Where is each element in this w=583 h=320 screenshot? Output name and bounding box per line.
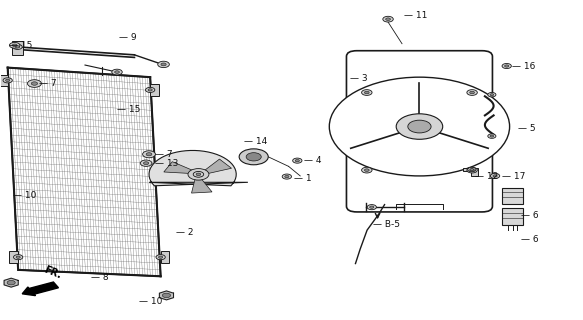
- Circle shape: [194, 172, 203, 177]
- Bar: [502, 188, 523, 204]
- Circle shape: [143, 162, 149, 164]
- Circle shape: [293, 158, 302, 163]
- Text: — 3: — 3: [350, 74, 368, 83]
- Circle shape: [470, 91, 475, 94]
- Circle shape: [329, 77, 510, 176]
- Circle shape: [196, 173, 201, 176]
- Circle shape: [367, 204, 377, 210]
- Circle shape: [146, 87, 155, 92]
- Text: — 15: — 15: [9, 41, 32, 51]
- Polygon shape: [150, 84, 159, 96]
- Circle shape: [490, 135, 494, 137]
- Text: — 12: — 12: [475, 172, 498, 181]
- Circle shape: [490, 94, 494, 96]
- Polygon shape: [149, 150, 248, 186]
- Text: FR.: FR.: [43, 264, 64, 280]
- Text: — 16: — 16: [512, 61, 535, 70]
- Text: — 2: — 2: [176, 228, 194, 237]
- Circle shape: [408, 120, 431, 133]
- Circle shape: [13, 44, 22, 50]
- Text: — 13: — 13: [156, 159, 179, 168]
- Circle shape: [3, 78, 12, 83]
- Circle shape: [488, 92, 496, 97]
- Circle shape: [193, 172, 203, 177]
- Circle shape: [143, 151, 156, 158]
- Polygon shape: [8, 68, 161, 276]
- Circle shape: [396, 114, 442, 139]
- Text: — 9: — 9: [120, 33, 137, 42]
- Circle shape: [13, 255, 23, 260]
- Polygon shape: [159, 291, 174, 300]
- Text: — B-5: — B-5: [373, 220, 400, 229]
- Polygon shape: [463, 168, 477, 176]
- Text: — 8: — 8: [92, 273, 109, 282]
- Text: — 7: — 7: [156, 150, 173, 159]
- Circle shape: [156, 255, 166, 260]
- Circle shape: [148, 89, 152, 91]
- Circle shape: [163, 293, 170, 298]
- Polygon shape: [4, 278, 18, 287]
- Circle shape: [361, 90, 372, 95]
- Circle shape: [505, 65, 509, 67]
- Circle shape: [285, 175, 289, 178]
- Circle shape: [115, 71, 120, 73]
- Circle shape: [502, 63, 511, 68]
- Polygon shape: [0, 75, 8, 86]
- Text: — 15: — 15: [117, 105, 141, 114]
- Circle shape: [490, 173, 500, 179]
- Circle shape: [467, 167, 477, 173]
- Circle shape: [9, 43, 20, 48]
- Circle shape: [246, 153, 261, 161]
- Circle shape: [31, 82, 37, 85]
- Circle shape: [470, 169, 473, 171]
- Circle shape: [364, 169, 369, 172]
- Circle shape: [158, 61, 170, 68]
- Circle shape: [159, 256, 163, 258]
- Polygon shape: [191, 180, 212, 193]
- Polygon shape: [161, 252, 170, 263]
- FancyArrow shape: [22, 282, 58, 296]
- Circle shape: [27, 80, 41, 87]
- Circle shape: [383, 16, 394, 22]
- Bar: [502, 208, 523, 225]
- Circle shape: [16, 46, 20, 48]
- Text: — 17: — 17: [502, 172, 525, 181]
- Polygon shape: [164, 162, 192, 173]
- Circle shape: [468, 167, 476, 172]
- Circle shape: [467, 90, 477, 95]
- Polygon shape: [9, 252, 18, 263]
- Circle shape: [386, 18, 391, 20]
- Polygon shape: [12, 41, 23, 55]
- Circle shape: [295, 159, 300, 162]
- Text: — 14: — 14: [244, 137, 268, 146]
- Circle shape: [161, 63, 166, 66]
- Circle shape: [364, 91, 369, 94]
- Text: — 10: — 10: [139, 297, 162, 306]
- Circle shape: [370, 206, 374, 208]
- Circle shape: [112, 69, 122, 75]
- Circle shape: [146, 153, 152, 156]
- Circle shape: [7, 280, 15, 285]
- Text: — 5: — 5: [518, 124, 535, 133]
- Text: — 7: — 7: [39, 79, 57, 88]
- Text: — 6: — 6: [521, 211, 538, 220]
- Circle shape: [239, 149, 268, 165]
- Circle shape: [493, 175, 497, 177]
- Circle shape: [141, 160, 152, 166]
- Circle shape: [488, 134, 496, 138]
- Polygon shape: [205, 159, 231, 173]
- Text: — 6: — 6: [521, 235, 538, 244]
- Circle shape: [282, 174, 292, 179]
- Text: — 11: — 11: [404, 12, 427, 20]
- Circle shape: [6, 79, 10, 82]
- Circle shape: [470, 169, 475, 172]
- Circle shape: [188, 169, 209, 180]
- FancyBboxPatch shape: [346, 51, 493, 212]
- Circle shape: [12, 44, 17, 47]
- Circle shape: [16, 256, 20, 258]
- Text: — 10: — 10: [13, 191, 37, 200]
- Circle shape: [361, 167, 372, 173]
- Text: — 4: — 4: [304, 156, 322, 164]
- Text: — 1: — 1: [294, 174, 312, 183]
